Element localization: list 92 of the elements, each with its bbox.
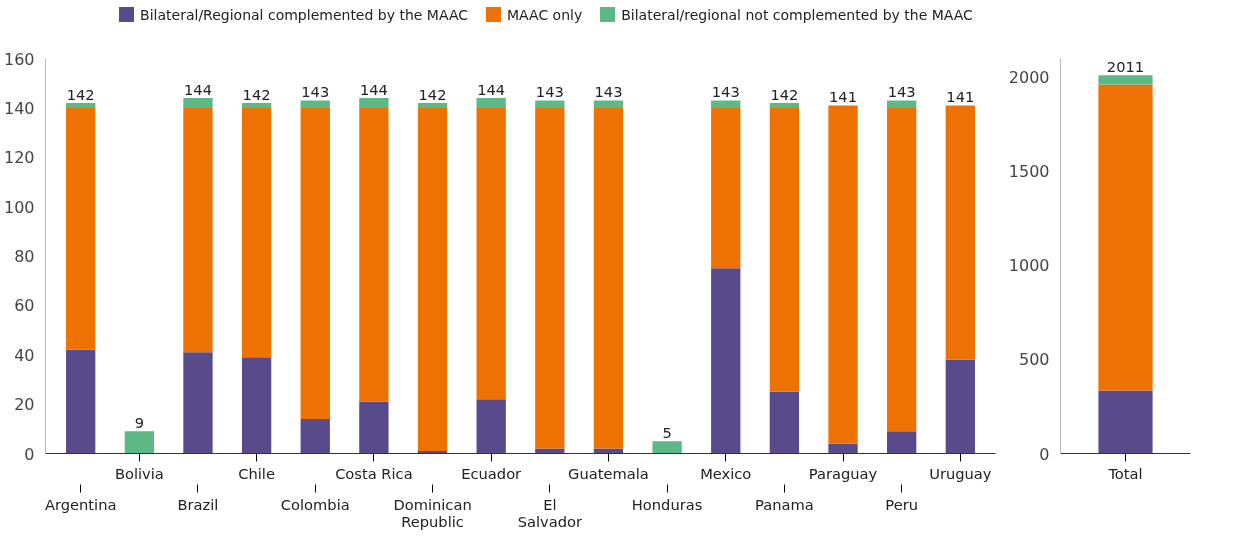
x-tick-label: Peru	[885, 495, 919, 513]
y-tick-label: 140	[3, 98, 35, 118]
total-label: 2011	[1106, 58, 1145, 76]
bar	[300, 100, 330, 108]
x-tick-label: Dominican Republic	[393, 495, 472, 530]
x-tick-label: Costa Rica	[335, 464, 413, 482]
bar	[769, 102, 800, 108]
total-label: 141	[829, 88, 858, 106]
bar	[183, 107, 213, 353]
x-tick-label: El Salvador	[517, 495, 583, 530]
bar	[241, 107, 272, 358]
total-label: 143	[594, 83, 623, 101]
bar	[711, 107, 741, 269]
bar	[945, 359, 975, 454]
bar	[66, 349, 96, 454]
y-tick-label: 40	[14, 345, 35, 365]
bar	[124, 431, 154, 454]
total-label: 143	[887, 83, 916, 101]
x-tick-label: Total	[1107, 464, 1143, 482]
x-tick-label: Colombia	[280, 495, 350, 513]
x-tick-label: Uruguay	[929, 464, 992, 482]
total-label: 5	[662, 424, 672, 442]
x-tick-label: Honduras	[631, 495, 703, 513]
bar	[476, 107, 506, 400]
bar	[1098, 75, 1153, 85]
total-label: 143	[535, 83, 564, 101]
y-tick-label: 500	[1018, 350, 1050, 370]
y-tick-label: 100	[3, 197, 35, 217]
bar	[887, 431, 917, 454]
y-tick-label: 20	[14, 395, 35, 415]
x-tick-label: Guatemala	[568, 464, 649, 482]
bar	[535, 107, 565, 449]
bar	[828, 105, 858, 444]
bar	[241, 357, 272, 454]
total-label: 142	[770, 85, 799, 103]
x-tick-label: Mexico	[700, 464, 752, 482]
total-label: 144	[477, 81, 506, 98]
bar	[476, 399, 506, 454]
bar	[359, 98, 389, 108]
x-tick-label: Paraguay	[808, 464, 878, 482]
bar	[476, 98, 506, 108]
bar	[535, 100, 565, 108]
bar	[945, 105, 975, 360]
total-label: 143	[301, 83, 330, 101]
bar	[241, 102, 272, 108]
total-label: 141	[946, 88, 975, 106]
total-label: 9	[134, 414, 144, 432]
bar	[417, 102, 448, 108]
total-label: 142	[242, 85, 271, 103]
total-label: 144	[183, 81, 212, 98]
bar	[652, 441, 682, 454]
bar	[66, 102, 96, 108]
x-tick-label: Panama	[755, 495, 814, 513]
bar	[711, 100, 741, 108]
bar	[359, 401, 389, 454]
y-tick-label: 0	[1039, 444, 1050, 464]
y-tick-label: 120	[3, 148, 35, 168]
total-label: 143	[711, 83, 740, 101]
x-tick-label: Brazil	[177, 495, 219, 513]
y-tick-label: 2000	[1008, 68, 1050, 88]
y-tick-label: 60	[14, 296, 35, 316]
x-tick-label: Ecuador	[461, 464, 523, 482]
bar	[887, 100, 917, 108]
legend-label: Bilateral/regional not complemented by the MAAC	[620, 7, 973, 23]
bar	[183, 98, 213, 108]
y-tick-label: 0	[24, 444, 35, 464]
bar	[300, 418, 330, 454]
bar	[300, 107, 330, 419]
bar	[1098, 390, 1153, 454]
bar	[828, 443, 858, 454]
bar	[769, 107, 800, 392]
bar	[593, 100, 624, 108]
x-tick-label: Argentina	[44, 495, 117, 513]
total-label: 142	[418, 85, 447, 103]
bar	[887, 107, 917, 432]
legend-label: Bilateral/Regional complemented by the MAAC	[139, 7, 469, 23]
legend-label: MAAC only	[506, 7, 583, 23]
y-tick-label: 80	[14, 247, 35, 266]
bar	[417, 107, 448, 452]
x-tick-label: Chile	[238, 464, 275, 482]
bar	[183, 352, 213, 454]
bar	[66, 107, 96, 350]
y-tick-label: 1500	[1008, 162, 1050, 182]
total-label: 144	[359, 81, 388, 98]
bar	[769, 391, 800, 454]
bar	[359, 107, 389, 402]
bar	[711, 268, 741, 454]
bar	[593, 107, 624, 449]
total-label: 142	[66, 85, 95, 103]
x-tick-label: Bolivia	[114, 464, 164, 482]
y-tick-label: 160	[3, 49, 35, 69]
y-tick-label: 1000	[1008, 256, 1050, 276]
